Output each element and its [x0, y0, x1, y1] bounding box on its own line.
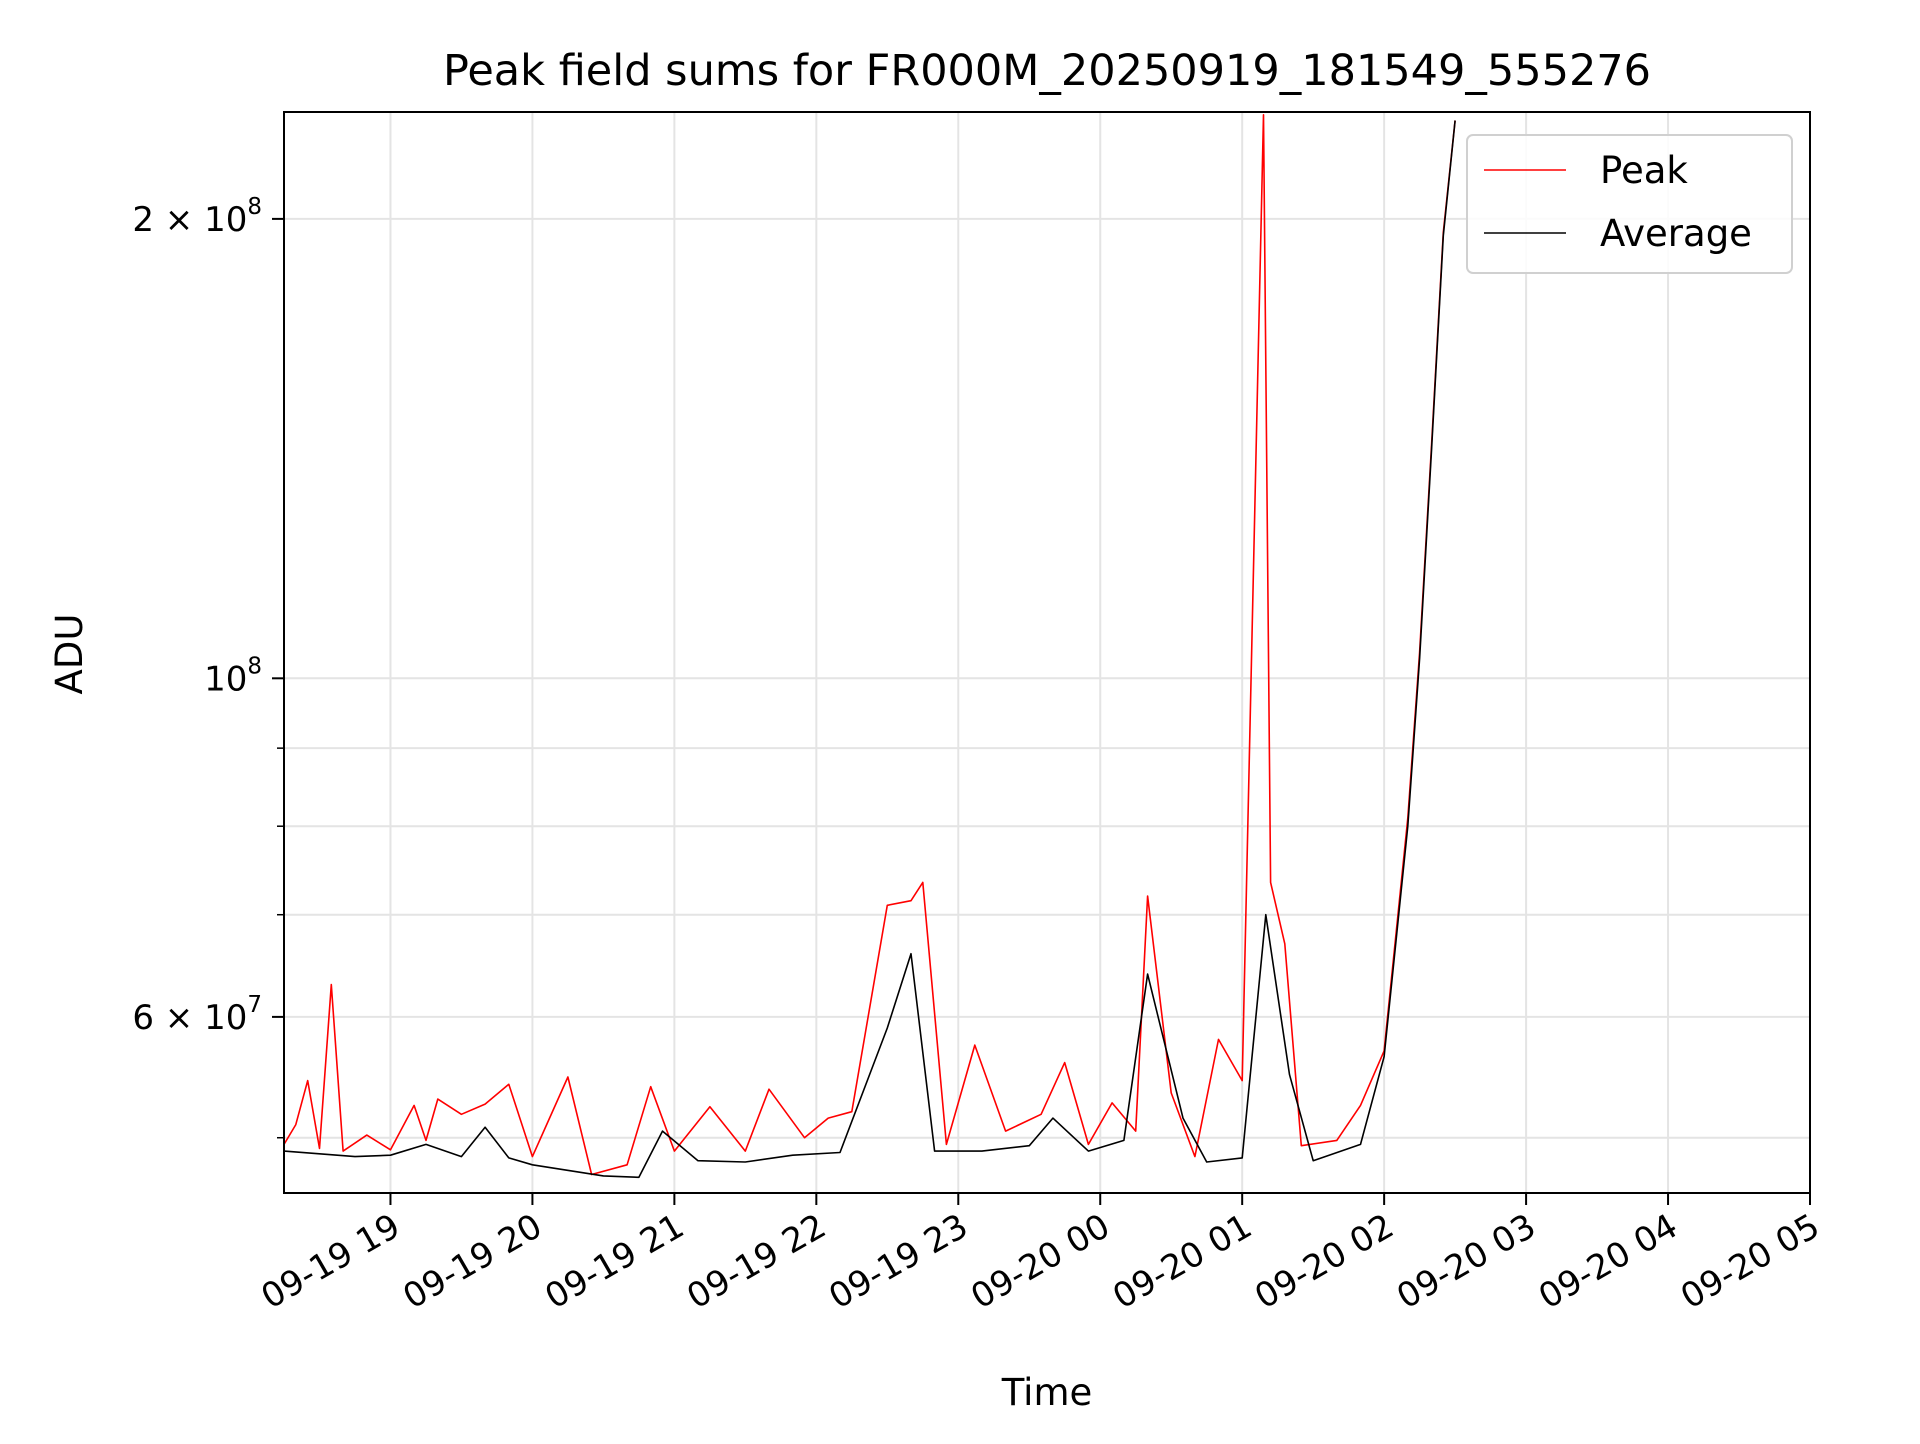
plot-frame	[283, 111, 1811, 1194]
legend: Peak Average	[1466, 134, 1793, 274]
legend-label-peak: Peak	[1600, 149, 1688, 192]
y-axis-label: ADU	[48, 614, 91, 695]
chart-title: Peak field sums for FR000M_20250919_1815…	[443, 46, 1651, 96]
y-tick-label: 2 × 108	[132, 194, 262, 240]
legend-label-average: Average	[1600, 212, 1752, 255]
series-line-peak	[284, 114, 1456, 1176]
series-line-average	[284, 120, 1456, 1179]
series-layer	[284, 114, 1456, 1179]
x-axis-label: Time	[1001, 1371, 1093, 1414]
y-tick-label: 6 × 107	[132, 992, 262, 1038]
